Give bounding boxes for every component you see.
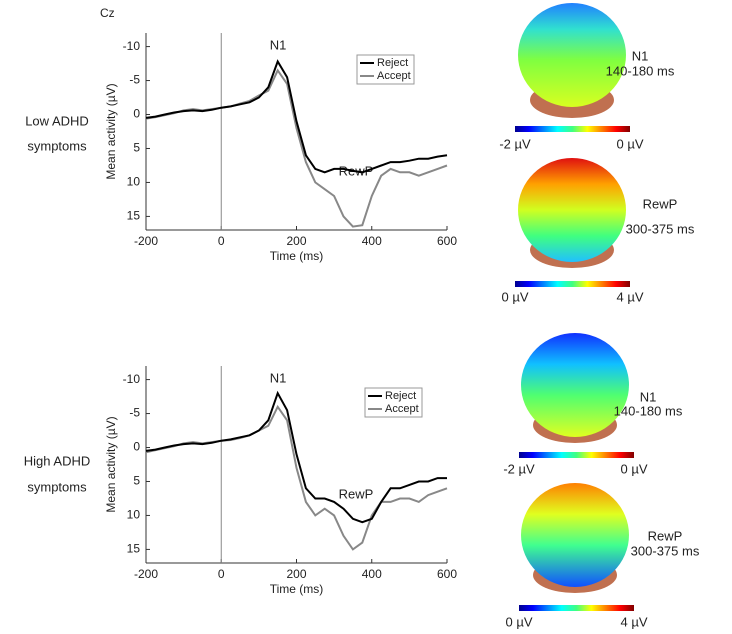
legend-label: Accept (377, 70, 411, 82)
map-window: 140-180 ms (614, 403, 683, 418)
legend-box (364, 387, 423, 418)
map-window: 140-180 ms (606, 63, 675, 78)
map-component: N1 (632, 48, 649, 63)
x-tick-label: 200 (286, 567, 306, 581)
peak-label: RewP (339, 486, 374, 501)
legend-label: Reject (377, 57, 408, 69)
x-axis-label: Time (ms) (270, 582, 324, 596)
x-tick-label: 400 (362, 567, 382, 581)
x-tick-label: 600 (437, 567, 457, 581)
panel-label: Cz (100, 6, 115, 20)
colorbar-label: -2 µV (503, 461, 535, 476)
peak-label: N1 (270, 370, 287, 385)
x-tick-label: 600 (437, 234, 457, 248)
data-line (145, 68, 448, 228)
colorbar-label: 0 µV (616, 136, 643, 151)
x-axis-label: Time (ms) (270, 249, 324, 263)
y-tick-label: 15 (127, 209, 141, 223)
y-tick-label: 10 (127, 175, 141, 189)
y-tick-label: 5 (133, 141, 140, 155)
colorbar-label: 0 µV (501, 289, 528, 304)
y-tick-label: -10 (123, 372, 141, 386)
colorbar-label: 0 µV (505, 614, 532, 629)
map-component: RewP (643, 196, 678, 211)
row-label: High ADHD (24, 453, 90, 468)
y-tick-label: 15 (127, 542, 141, 556)
x-tick-label: 0 (218, 234, 225, 248)
row-label: Low ADHD (25, 113, 89, 128)
y-tick-label: 5 (133, 474, 140, 488)
x-tick-label: 200 (286, 234, 306, 248)
legend-box (356, 54, 415, 85)
colorbar-label: -2 µV (499, 136, 531, 151)
y-tick-label: -10 (123, 39, 141, 53)
colorbar-label: 0 µV (620, 461, 647, 476)
row-label: symptoms (27, 138, 87, 153)
map-window: 300-375 ms (626, 221, 695, 236)
peak-label: N1 (270, 37, 287, 52)
x-tick-label: -200 (134, 567, 158, 581)
legend-label: Reject (385, 390, 416, 402)
y-tick-label: 0 (133, 107, 140, 121)
colorbar-label: 4 µV (620, 614, 647, 629)
map-component: RewP (648, 528, 683, 543)
y-tick-label: 0 (133, 440, 140, 454)
y-axis-label: Mean activity (µV) (104, 416, 118, 512)
head-maps (515, 3, 634, 611)
y-tick-label: 10 (127, 508, 141, 522)
x-tick-label: -200 (134, 234, 158, 248)
y-tick-label: -5 (129, 73, 140, 87)
x-tick-label: 0 (218, 567, 225, 581)
map-component: N1 (640, 389, 657, 404)
data-line (145, 390, 447, 524)
y-axis-label: Mean activity (µV) (104, 83, 118, 179)
y-tick-label: -5 (129, 406, 140, 420)
data-line (145, 59, 448, 174)
map-window: 300-375 ms (631, 543, 700, 558)
data-line (145, 404, 448, 551)
legend-label: Accept (385, 403, 419, 415)
colorbar-label: 4 µV (616, 289, 643, 304)
row-label: symptoms (27, 479, 87, 494)
x-tick-label: 400 (362, 234, 382, 248)
